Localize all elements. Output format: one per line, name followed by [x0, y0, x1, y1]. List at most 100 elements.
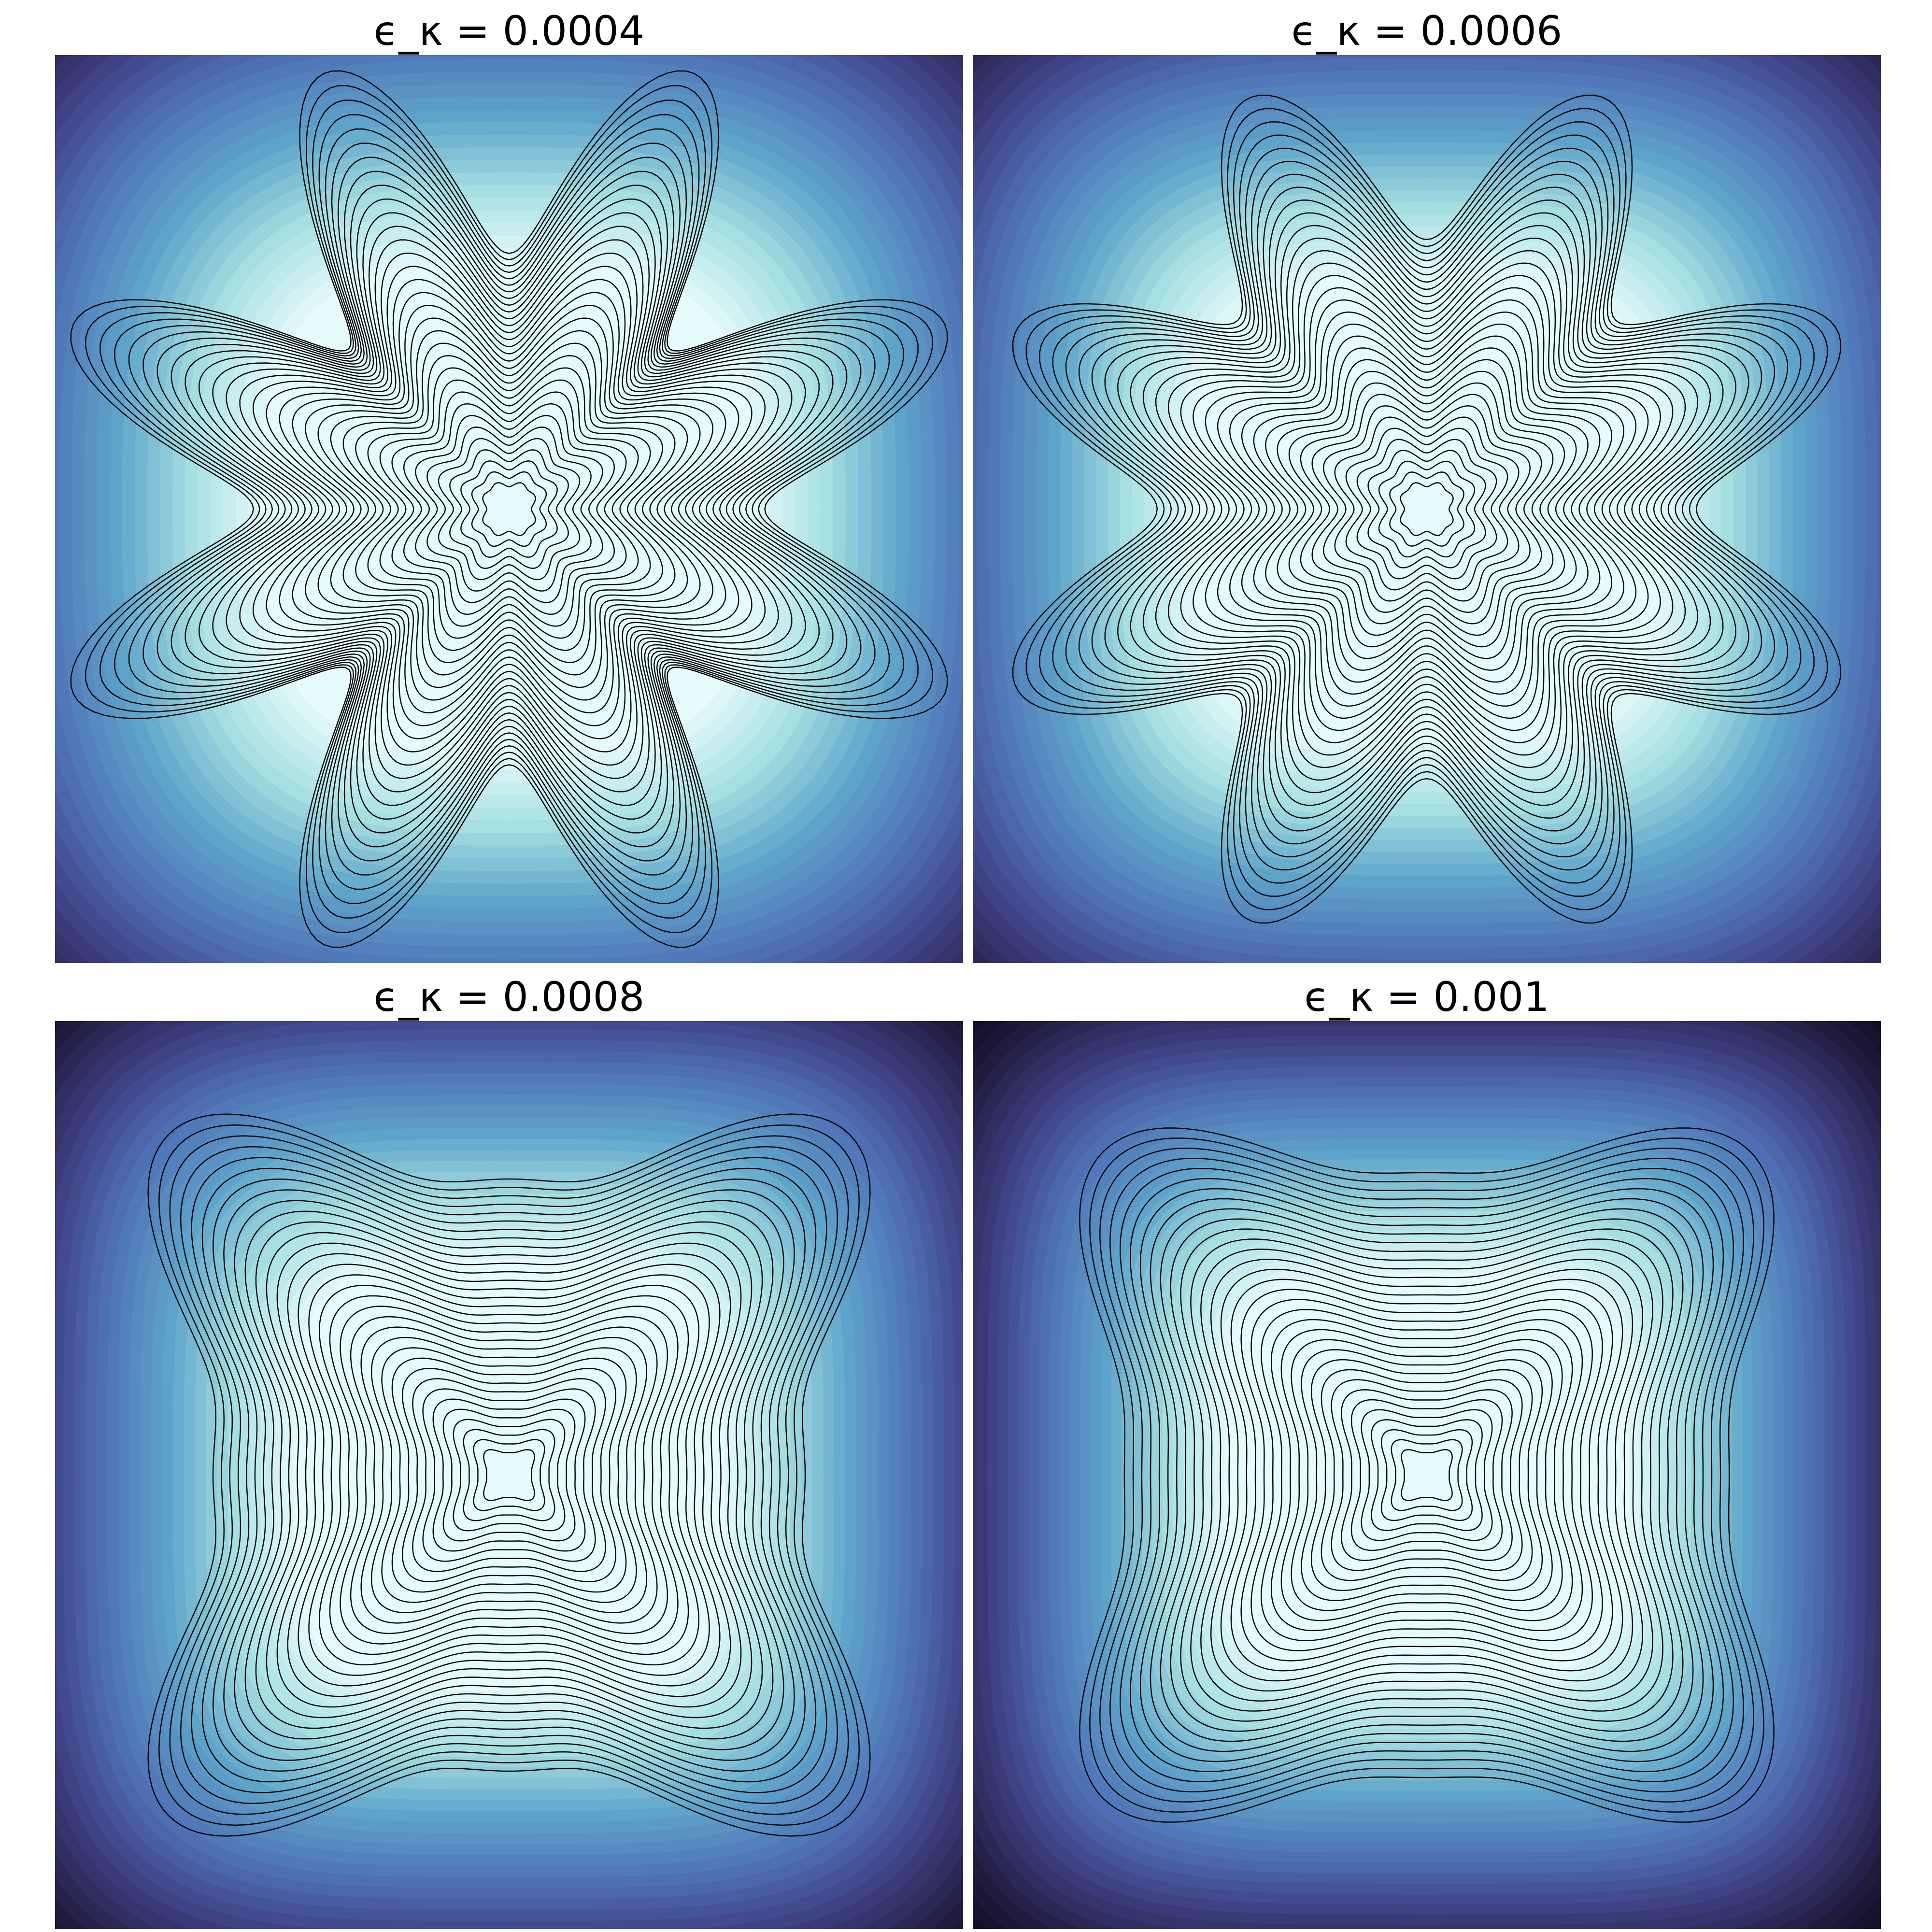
contour-line — [1139, 1188, 1714, 1762]
contour-line — [1391, 1439, 1463, 1511]
contour-line — [142, 142, 876, 876]
contour-line — [1160, 1208, 1694, 1742]
contour-line — [158, 1124, 860, 1826]
contour-line — [1378, 460, 1476, 558]
panel-title-3: ϵ_κ = 0.0008 — [373, 973, 645, 1021]
contour-line — [199, 199, 820, 820]
contour-line — [340, 1306, 679, 1645]
contour-line — [1321, 1369, 1533, 1581]
contour-line — [1371, 1419, 1483, 1531]
field-band — [425, 1391, 593, 1559]
contour-line — [1310, 1359, 1543, 1591]
contour-lines — [147, 1113, 871, 1837]
contour-line — [1142, 225, 1711, 794]
contour-line — [266, 266, 753, 753]
contour-line — [253, 253, 766, 766]
contour-line — [239, 239, 779, 779]
contour-line — [292, 292, 726, 726]
contour-line — [1288, 370, 1565, 648]
contour-line — [1079, 1127, 1775, 1823]
contour-line — [114, 114, 904, 904]
contour-line — [147, 1113, 871, 1837]
panel-1 — [55, 55, 963, 963]
panel-4 — [973, 1021, 1881, 1929]
contour-line — [170, 170, 848, 848]
panel-2 — [973, 55, 1881, 963]
contour-line — [180, 1146, 838, 1804]
contour-line — [329, 1295, 689, 1655]
field-band — [1348, 1396, 1506, 1554]
contour-line — [1361, 1409, 1493, 1541]
contour-line — [1155, 237, 1699, 781]
contour-plot-1 — [55, 55, 963, 963]
contour-line — [367, 367, 651, 651]
contour-line — [1356, 439, 1497, 580]
contour-line — [99, 99, 919, 919]
contour-line — [438, 438, 581, 581]
contour-line — [1240, 1289, 1613, 1662]
contour-line — [1345, 427, 1508, 591]
contour-line — [1099, 1148, 1754, 1803]
contour-line — [1210, 1259, 1643, 1691]
contour-line — [391, 391, 627, 627]
contour-line — [1270, 1319, 1583, 1632]
contour-line — [1367, 450, 1486, 568]
contour-line — [1300, 382, 1554, 636]
contour-line — [1193, 275, 1661, 743]
contour-line — [1200, 1249, 1653, 1702]
contour-line — [1078, 160, 1776, 858]
contour-line — [244, 1210, 774, 1740]
contour-line — [305, 305, 713, 713]
contour-line — [1205, 287, 1649, 731]
contour-lines — [1012, 94, 1842, 924]
contour-line — [350, 1316, 668, 1634]
contour-line — [1380, 1429, 1473, 1521]
field-band — [1335, 417, 1519, 601]
contour-line — [1261, 1309, 1593, 1641]
contour-line — [379, 379, 639, 639]
contour-line — [226, 226, 793, 793]
contour-line — [473, 1439, 545, 1511]
contour-line — [70, 70, 948, 948]
contour-line — [185, 185, 834, 834]
panel-title-1: ϵ_κ = 0.0004 — [373, 7, 645, 55]
contour-line — [298, 1264, 721, 1687]
contour-line — [212, 212, 806, 806]
contour-line — [1265, 347, 1589, 671]
contour-line — [330, 330, 688, 688]
contour-line — [1117, 199, 1736, 819]
contour-line — [1253, 335, 1601, 683]
contour-line — [1012, 94, 1842, 924]
contour-line — [1291, 1339, 1563, 1611]
contour-line — [1241, 323, 1613, 695]
contour-line — [453, 1419, 566, 1532]
contour-line — [1104, 186, 1749, 832]
contour-plot-4 — [973, 1021, 1881, 1929]
contour-line — [1170, 1218, 1684, 1732]
contour-line — [1401, 1449, 1453, 1501]
contour-line — [1389, 471, 1464, 547]
contour-line — [213, 1179, 806, 1772]
contour-lines — [1079, 1127, 1775, 1823]
contour-line — [1331, 1379, 1523, 1571]
contour-line — [276, 1242, 742, 1708]
contour-line — [1350, 1399, 1503, 1551]
contour-line — [201, 1167, 817, 1783]
contour-line — [471, 471, 547, 547]
contour-line — [266, 1232, 753, 1719]
contour-line — [128, 128, 890, 890]
panel-title-4: ϵ_κ = 0.001 — [1304, 973, 1549, 1021]
contour-line — [355, 355, 663, 663]
contour-line — [279, 279, 739, 739]
contour-line — [449, 449, 569, 569]
contour-line — [1025, 108, 1828, 910]
contour-line — [1109, 1158, 1744, 1792]
contour-line — [1229, 312, 1624, 707]
contour-line — [415, 415, 603, 603]
contour-lines — [70, 70, 948, 948]
contour-line — [370, 1336, 648, 1614]
contour-line — [1217, 299, 1637, 719]
contour-line — [1150, 1198, 1704, 1752]
contour-line — [1280, 1329, 1573, 1621]
contour-line — [342, 342, 676, 676]
